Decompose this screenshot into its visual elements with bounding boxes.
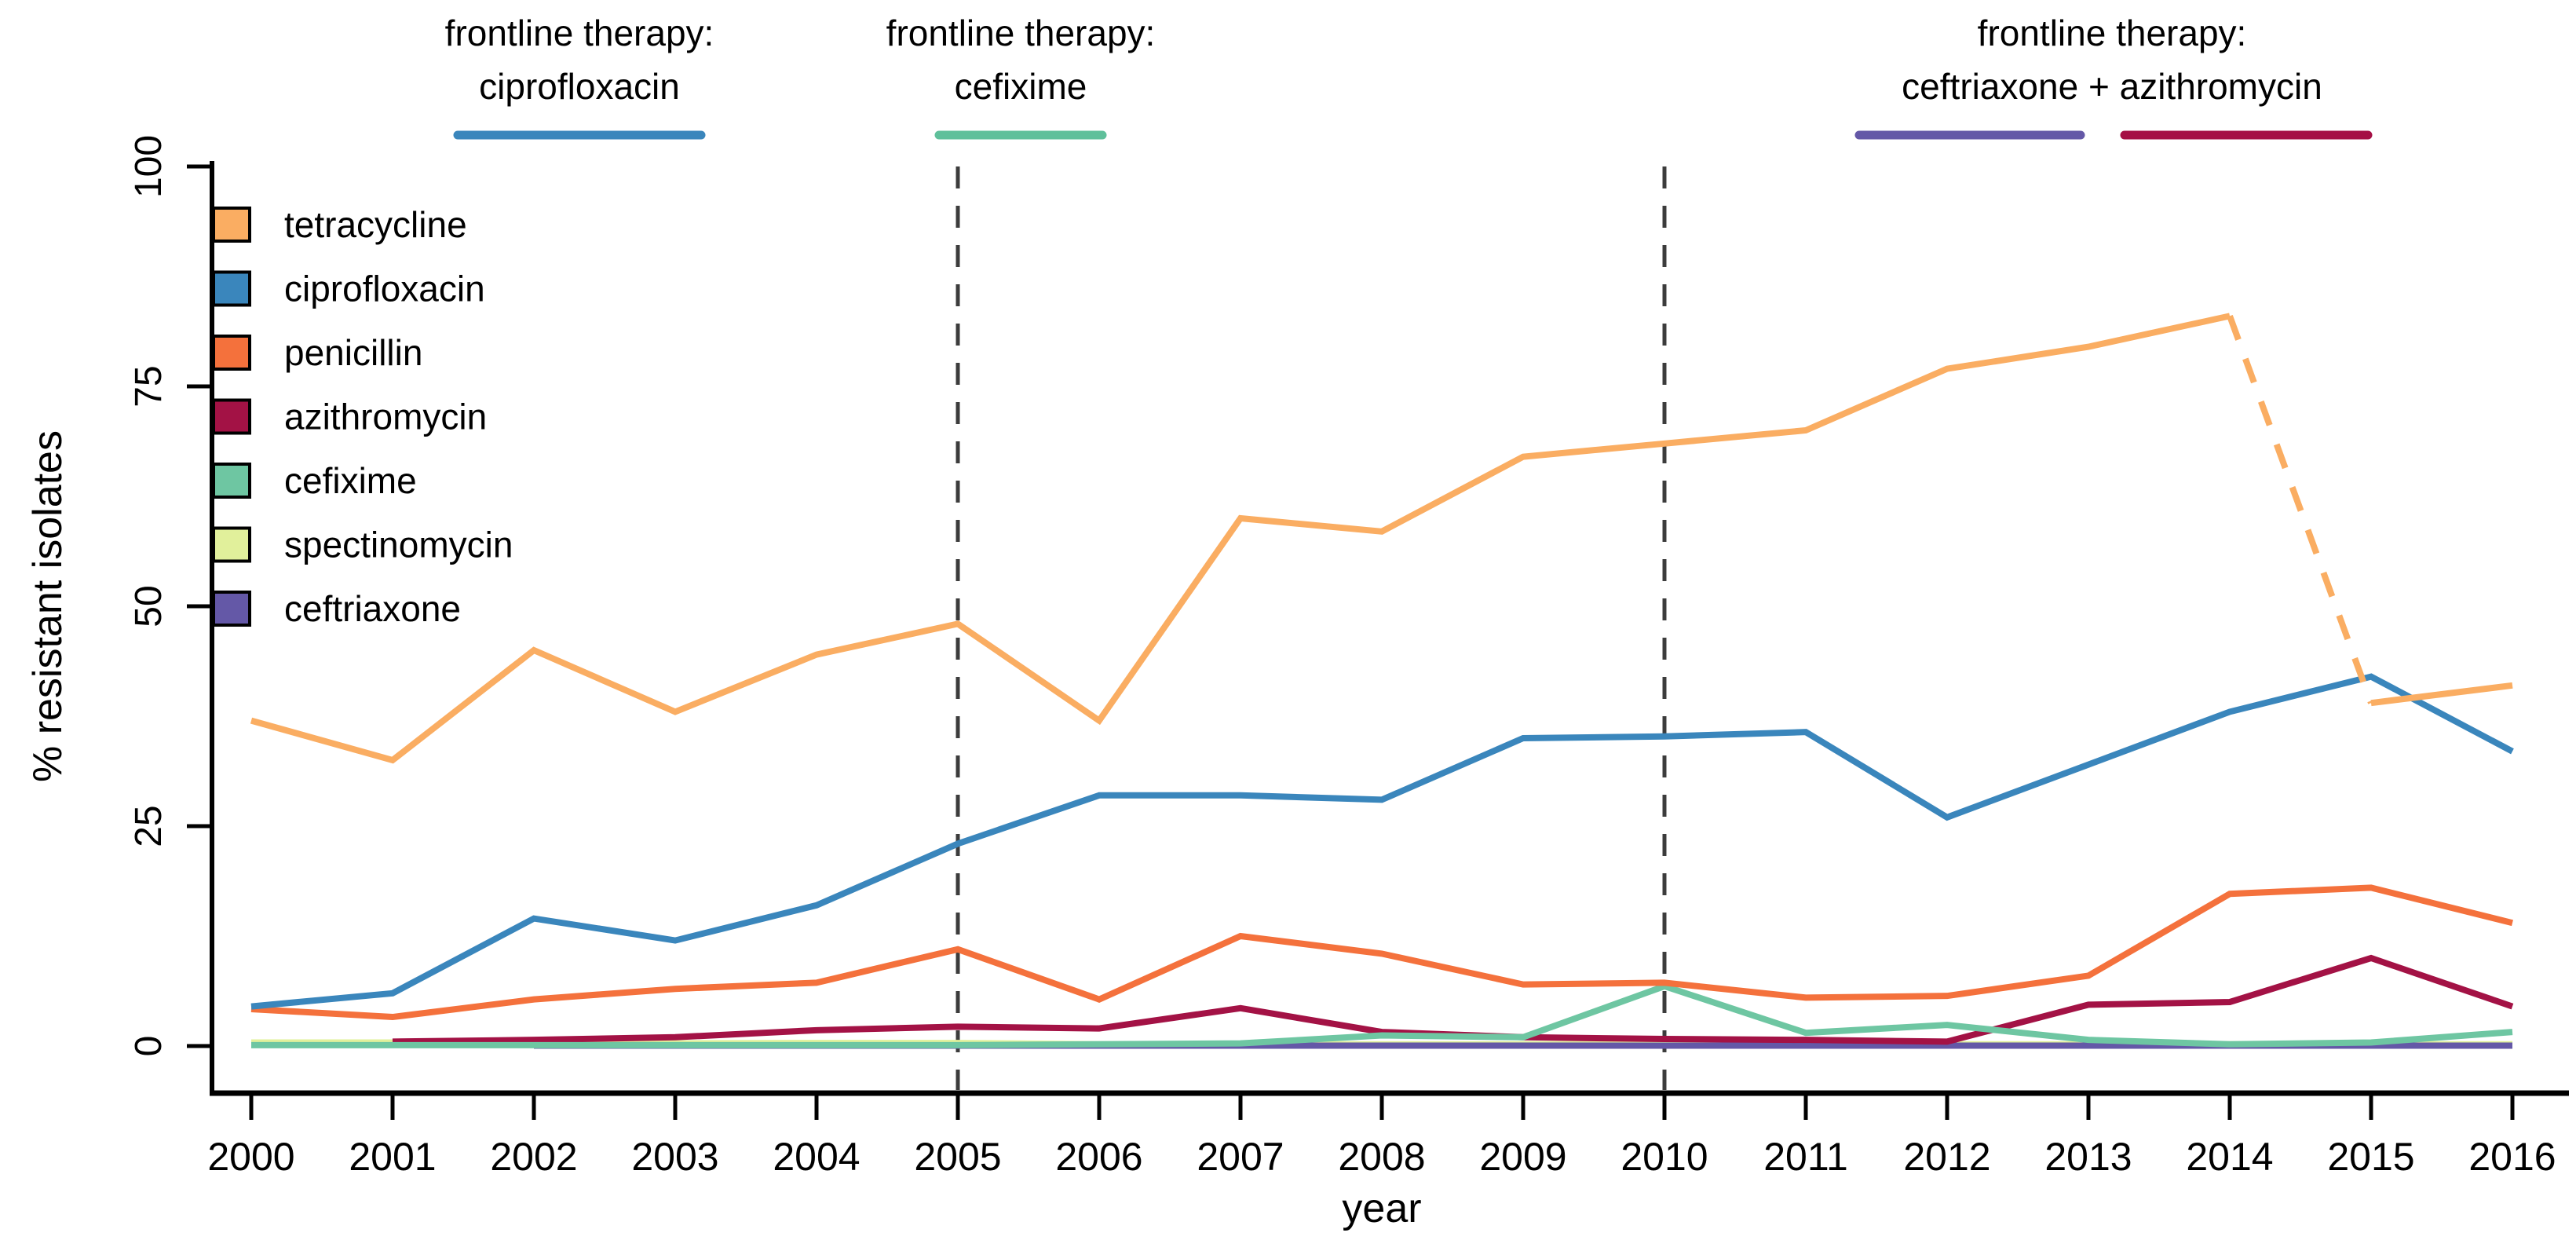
annotation-frontline-cefixime: frontline therapy: cefixime bbox=[886, 13, 1156, 107]
y-tick-label-75: 75 bbox=[128, 365, 170, 407]
x-tick-label-2008: 2008 bbox=[1338, 1135, 1425, 1179]
x-tick-label-2002: 2002 bbox=[490, 1135, 577, 1179]
legend-swatch-azithromycin bbox=[212, 398, 251, 435]
legend: tetracycline ciprofloxacin penicillin azith… bbox=[212, 204, 513, 629]
annotation-line2: ciprofloxacin bbox=[479, 66, 680, 107]
x-tick-label-2007: 2007 bbox=[1197, 1135, 1284, 1179]
annotation-line1: frontline therapy: bbox=[445, 13, 714, 53]
x-tick-label-2004: 2004 bbox=[773, 1135, 860, 1179]
legend-label-ciprofloxacin: ciprofloxacin bbox=[284, 269, 485, 309]
x-tick-label-2014: 2014 bbox=[2186, 1135, 2273, 1179]
y-tick-label-100: 100 bbox=[128, 135, 170, 198]
x-tick-label-2011: 2011 bbox=[1763, 1135, 1848, 1179]
x-tick-label-2003: 2003 bbox=[631, 1135, 718, 1179]
y-tick-label-0: 0 bbox=[128, 1036, 170, 1057]
series-line-penicillin bbox=[250, 884, 2513, 1021]
x-tick-label-2015: 2015 bbox=[2327, 1135, 2414, 1179]
series-line-tetracycline bbox=[250, 313, 2231, 764]
axes: 0 25 50 75 100 2000 2001 2002 2003 2004 2005 2006 20… bbox=[128, 135, 2569, 1179]
annotation-line1: frontline therapy: bbox=[886, 13, 1156, 53]
series-line-cefixime bbox=[251, 982, 2513, 1048]
annotation-frontline-ciprofloxacin: frontline therapy: ciprofloxacin bbox=[445, 13, 714, 107]
legend-label-azithromycin: azithromycin bbox=[284, 397, 487, 437]
legend-swatch-cefixime bbox=[212, 463, 251, 499]
series-line-ciprofloxacin bbox=[250, 673, 2514, 1010]
y-tick-label-25: 25 bbox=[128, 805, 170, 847]
annotation-line2: cefixime bbox=[955, 66, 1087, 107]
x-tick-label-2009: 2009 bbox=[1479, 1135, 1566, 1179]
x-tick-label-2000: 2000 bbox=[207, 1135, 294, 1179]
y-tick-label-50: 50 bbox=[128, 585, 170, 627]
series-lines bbox=[250, 313, 2514, 1049]
series-line-tetracycline bbox=[2370, 682, 2513, 707]
x-tick-label-2012: 2012 bbox=[1903, 1135, 1990, 1179]
legend-label-penicillin: penicillin bbox=[284, 332, 422, 373]
legend-label-ceftriaxone: ceftriaxone bbox=[284, 588, 461, 629]
x-tick-label-2001: 2001 bbox=[349, 1135, 436, 1179]
frontline-change-vlines bbox=[955, 166, 1667, 1090]
legend-label-spectinomycin: spectinomycin bbox=[284, 525, 513, 565]
legend-swatch-ceftriaxone bbox=[212, 591, 251, 627]
x-tick-label-2013: 2013 bbox=[2044, 1135, 2132, 1179]
x-tick-label-2016: 2016 bbox=[2468, 1135, 2556, 1179]
annotation-line1: frontline therapy: bbox=[1978, 13, 2247, 53]
x-tick-label-2005: 2005 bbox=[914, 1135, 1001, 1179]
legend-swatch-penicillin bbox=[212, 335, 251, 371]
legend-swatch-tetracycline bbox=[212, 207, 251, 243]
annotation-line2: ceftriaxone + azithromycin bbox=[1902, 66, 2322, 107]
legend-swatch-spectinomycin bbox=[212, 526, 251, 563]
legend-swatch-ciprofloxacin bbox=[212, 270, 251, 307]
legend-label-tetracycline: tetracycline bbox=[284, 204, 467, 245]
x-axis-title: year bbox=[1342, 1186, 1421, 1231]
legend-label-cefixime: cefixime bbox=[284, 460, 417, 501]
x-tick-label-2010: 2010 bbox=[1621, 1135, 1708, 1179]
series-line-tetracycline-dashed bbox=[2227, 315, 2374, 704]
x-tick-label-2006: 2006 bbox=[1055, 1135, 1142, 1179]
annotation-frontline-ceftriaxone-azithromycin: frontline therapy: ceftriaxone + azithro… bbox=[1902, 13, 2322, 107]
y-axis-title: % resistant isolates bbox=[25, 430, 71, 782]
